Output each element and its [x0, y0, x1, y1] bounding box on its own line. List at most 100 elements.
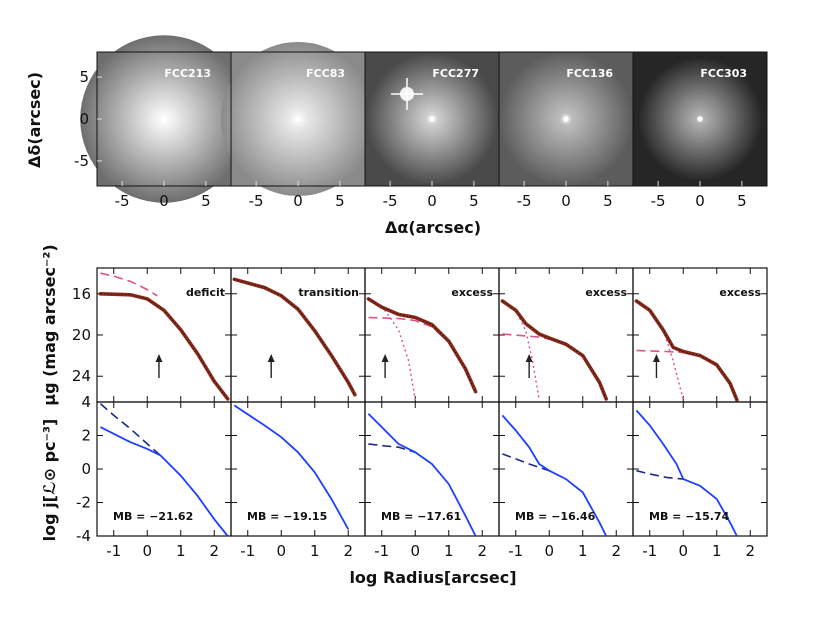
x-tick-label: 1	[444, 542, 454, 560]
x-tick-label: -1	[642, 542, 657, 560]
nucleus-point	[697, 116, 703, 122]
panel-type-label: excess	[719, 286, 761, 299]
panel-type-label: excess	[585, 286, 627, 299]
ld-panel: 4 2 0 -2 -4 -1 0 1 2 MB = −21.62	[76, 393, 232, 560]
x-axis-label: log Radius[arcsec]	[349, 568, 516, 587]
arrow-head	[267, 354, 275, 362]
x-tick-label: -5	[383, 192, 398, 210]
absolute-magnitude-label: MB = −15.74	[649, 510, 730, 523]
sb-panel: excess	[498, 267, 634, 403]
sb-panel: excess	[364, 267, 500, 403]
panel-type-label: deficit	[186, 286, 225, 299]
ld-panel: -1 0 1 2 MB = −17.61	[364, 401, 500, 560]
y-tick-label: 0	[81, 460, 91, 478]
y-tick-label: 20	[72, 326, 91, 344]
nucleus-point	[295, 116, 301, 122]
image-panel: FCC83 -5 0 5	[220, 41, 376, 210]
x-tick-label: 5	[469, 192, 479, 210]
x-tick-label: 0	[142, 542, 152, 560]
absolute-magnitude-label: MB = −21.62	[113, 510, 193, 523]
image-y-axis-label: Δδ(arcsec)	[25, 72, 44, 168]
panel-type-label: transition	[298, 286, 359, 299]
profile-data	[98, 292, 230, 401]
density-solid	[367, 413, 477, 537]
galaxy-name: FCC213	[164, 67, 211, 80]
density-solid	[635, 409, 738, 537]
surface-brightness-row: 16 20 24 deficit transition excess excess exces…	[72, 267, 768, 403]
x-tick-label: 0	[544, 542, 554, 560]
nucleus-model-dotted	[368, 298, 416, 401]
y-tick-label: 4	[81, 393, 91, 411]
profile-data	[500, 299, 608, 401]
absolute-magnitude-label: MB = −17.61	[381, 510, 461, 523]
density-dashed	[368, 443, 433, 465]
x-tick-label: 0	[410, 542, 420, 560]
image-panel: FCC303 -5 0 5	[632, 51, 768, 210]
arrow-head	[381, 354, 389, 362]
density-dashed	[636, 469, 684, 480]
galaxy-name: FCC277	[432, 67, 479, 80]
galaxy-name: FCC83	[306, 67, 345, 80]
luminosity-density-row: 420-2-4-1 0 1 2MB = −21.62-1 0 1 2MB = −19.15-…	[76, 393, 768, 560]
x-tick-label: 5	[603, 192, 613, 210]
absolute-magnitude-label: MB = −16.46	[515, 510, 596, 523]
profile-points	[234, 278, 356, 396]
y-tick-label: 0	[79, 110, 89, 128]
x-tick-label: -5	[115, 192, 130, 210]
x-tick-label: 2	[611, 542, 621, 560]
x-tick-label: -5	[249, 192, 264, 210]
density-dashed	[502, 453, 550, 472]
x-tick-label: 5	[201, 192, 211, 210]
x-tick-label: 2	[477, 542, 487, 560]
y-tick-label: -2	[76, 494, 91, 512]
x-tick-label: 5	[335, 192, 345, 210]
profile-points	[502, 300, 607, 400]
sb-panel: 16 20 24 deficit	[72, 267, 232, 403]
x-tick-label: -1	[374, 542, 389, 560]
x-tick-label: 5	[737, 192, 747, 210]
profile-points	[100, 293, 229, 400]
nucleus-point	[429, 116, 435, 122]
x-tick-label: -5	[651, 192, 666, 210]
y-tick-label: -4	[76, 527, 91, 545]
density-solid	[501, 414, 608, 537]
nucleus-point	[161, 116, 167, 122]
arrow-head	[155, 354, 163, 362]
profile-points	[636, 300, 738, 401]
image-panel: FCC277 -5 0 5	[364, 51, 500, 210]
density-solid	[233, 404, 350, 530]
x-tick-label: 1	[578, 542, 588, 560]
x-tick-label: 1	[310, 542, 320, 560]
x-tick-label: 1	[712, 542, 722, 560]
x-tick-label: 0	[695, 192, 705, 210]
image-x-axis-label: Δα(arcsec)	[385, 218, 481, 237]
x-tick-label: -1	[240, 542, 255, 560]
x-tick-label: 2	[745, 542, 755, 560]
sb-panel: transition	[230, 267, 366, 403]
y-tick-label: 16	[72, 285, 91, 303]
y-tick-label: 24	[72, 367, 91, 385]
ld-panel: -1 0 1 2 MB = −19.15	[230, 401, 366, 560]
y-tick-label: 2	[81, 427, 91, 445]
inner-model-dashed	[100, 272, 158, 297]
density-solid	[99, 426, 229, 537]
panel-type-label: excess	[451, 286, 493, 299]
y-tick-label: -5	[74, 152, 89, 170]
x-tick-label: 0	[276, 542, 286, 560]
x-tick-label: -5	[517, 192, 532, 210]
arrow-head	[652, 354, 660, 362]
surface-brightness-y-axis-label: μg (mag arcsec⁻²)	[40, 244, 59, 405]
density-dashed	[99, 403, 162, 457]
x-tick-label: 0	[293, 192, 303, 210]
x-tick-label: 2	[343, 542, 353, 560]
profile-points	[368, 298, 477, 392]
ld-panel: -1 0 1 2 MB = −15.74	[632, 401, 768, 560]
galaxy-name: FCC303	[700, 67, 747, 80]
sb-panel: excess	[632, 267, 768, 403]
x-tick-label: 0	[678, 542, 688, 560]
galaxy-name: FCC136	[566, 67, 613, 80]
image-panel: FCC213 -5 0 5	[80, 35, 248, 210]
outer-model-dashed	[368, 316, 477, 393]
